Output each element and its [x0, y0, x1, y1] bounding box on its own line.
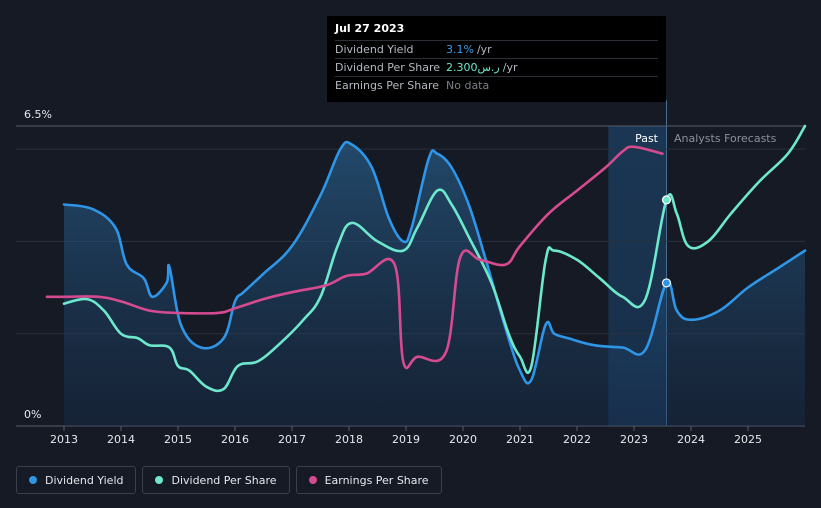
tooltip-unit: /yr: [502, 61, 518, 74]
marker-yield: [661, 278, 672, 288]
x-tick-label: 2019: [392, 433, 420, 446]
tooltip-value: No data: [446, 79, 490, 92]
tooltip-key: Dividend Yield: [335, 43, 414, 56]
line-eps: [45, 145, 664, 370]
x-tick-label: 2013: [50, 433, 78, 446]
tooltip-value: 2.300ر.س: [446, 61, 500, 74]
line-yield: [62, 140, 807, 385]
x-axis-ticks: 2013 2014 2015 2016 2017 2018 2019 2020 2021 2022…: [50, 426, 762, 446]
series-markers: [661, 195, 672, 288]
legend-dot-icon: [155, 476, 164, 484]
x-tick-label: 2024: [677, 433, 705, 446]
x-tick-label: 2020: [449, 433, 477, 446]
x-tick-label: 2022: [563, 433, 591, 446]
marker-dps: [661, 195, 672, 205]
x-tick-label: 2021: [506, 433, 534, 446]
hover-tooltip: Jul 27 2023 Dividend Yield 3.1% /yr Divi…: [327, 16, 666, 102]
series-areas: [64, 141, 805, 427]
tooltip-row-eps: Earnings Per Share No data: [335, 76, 658, 94]
legend-label: Dividend Yield: [45, 473, 124, 487]
tooltip-unit: /yr: [476, 43, 492, 56]
legend-dot-icon: [29, 476, 37, 484]
x-tick-label: 2023: [620, 433, 648, 446]
legend-dividend-yield[interactable]: Dividend Yield: [16, 466, 137, 494]
past-label: Past: [635, 132, 659, 145]
tooltip-date: Jul 27 2023: [335, 22, 405, 35]
legend-dividend-per-share[interactable]: Dividend Per Share: [142, 466, 290, 494]
x-tick-label: 2018: [335, 433, 363, 446]
area-yield: [64, 141, 805, 427]
legend-dot-icon: [308, 476, 317, 484]
forecast-label: Analysts Forecasts: [674, 132, 777, 145]
x-tick-label: 2016: [221, 433, 249, 446]
tooltip-row-dps: Dividend Per Share 2.300ر.س /yr: [335, 58, 658, 76]
tooltip-row-yield: Dividend Yield 3.1% /yr: [335, 40, 658, 58]
tooltip-key: Dividend Per Share: [335, 61, 441, 74]
legend-earnings-per-share[interactable]: Earnings Per Share: [295, 466, 442, 494]
legend-label: Earnings Per Share: [324, 473, 429, 487]
tooltip-value: 3.1%: [446, 43, 474, 56]
legend-label: Dividend Per Share: [171, 473, 277, 487]
x-tick-label: 2017: [278, 433, 306, 446]
y-min-label: 0%: [24, 408, 41, 421]
x-tick-label: 2014: [107, 433, 135, 446]
y-max-label: 6.5%: [24, 108, 52, 121]
chart-legend: Dividend Yield Dividend Per Share Earnin…: [16, 466, 442, 494]
x-tick-label: 2025: [734, 433, 762, 446]
x-tick-label: 2015: [164, 433, 192, 446]
tooltip-key: Earnings Per Share: [335, 79, 440, 92]
